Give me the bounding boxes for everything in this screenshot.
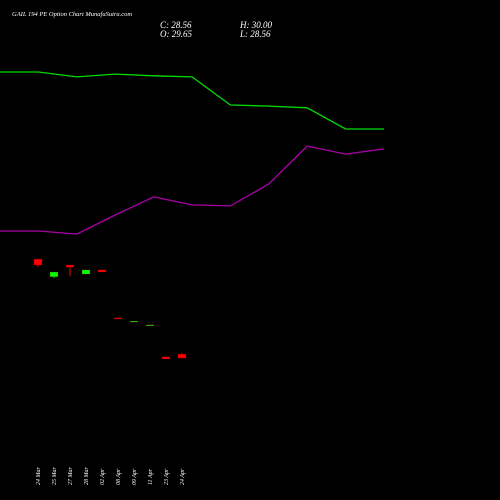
chart-title: GAIL 194 PE Option Chart MunafaSutra.com: [12, 11, 132, 18]
indicator-line: [0, 71, 384, 130]
candle-body: [177, 354, 187, 359]
x-tick-label: 08 Apr: [116, 468, 122, 485]
candle-body: [33, 258, 43, 266]
candle-body: [145, 324, 155, 327]
x-tick-label: 11 Apr: [148, 468, 154, 485]
x-tick-label: 09 Apr: [132, 468, 138, 485]
indicator-line: [0, 145, 385, 235]
candle-body: [49, 271, 59, 278]
x-tick-label: 24 Mar: [35, 467, 42, 485]
candle-body: [65, 264, 75, 268]
close-text: C: 28.56: [160, 20, 192, 30]
x-tick-label: 27 Mar: [68, 467, 74, 485]
x-tick-label: 25 Mar: [52, 467, 58, 485]
candle-body: [129, 320, 139, 323]
low-text: L: 28.56: [239, 29, 271, 39]
x-tick-label: 28 Mar: [84, 467, 90, 485]
high-text: H: 30.00: [239, 20, 272, 30]
candle-body: [97, 269, 107, 273]
x-tick-label: 23 Apr: [164, 468, 170, 485]
candle-body: [81, 269, 91, 275]
candle-body: [161, 356, 171, 360]
open-text: O: 29.65: [160, 29, 192, 39]
candle-body: [113, 317, 123, 320]
x-tick-label: 24 Apr: [179, 468, 186, 485]
x-tick-label: 02 Apr: [100, 468, 106, 485]
